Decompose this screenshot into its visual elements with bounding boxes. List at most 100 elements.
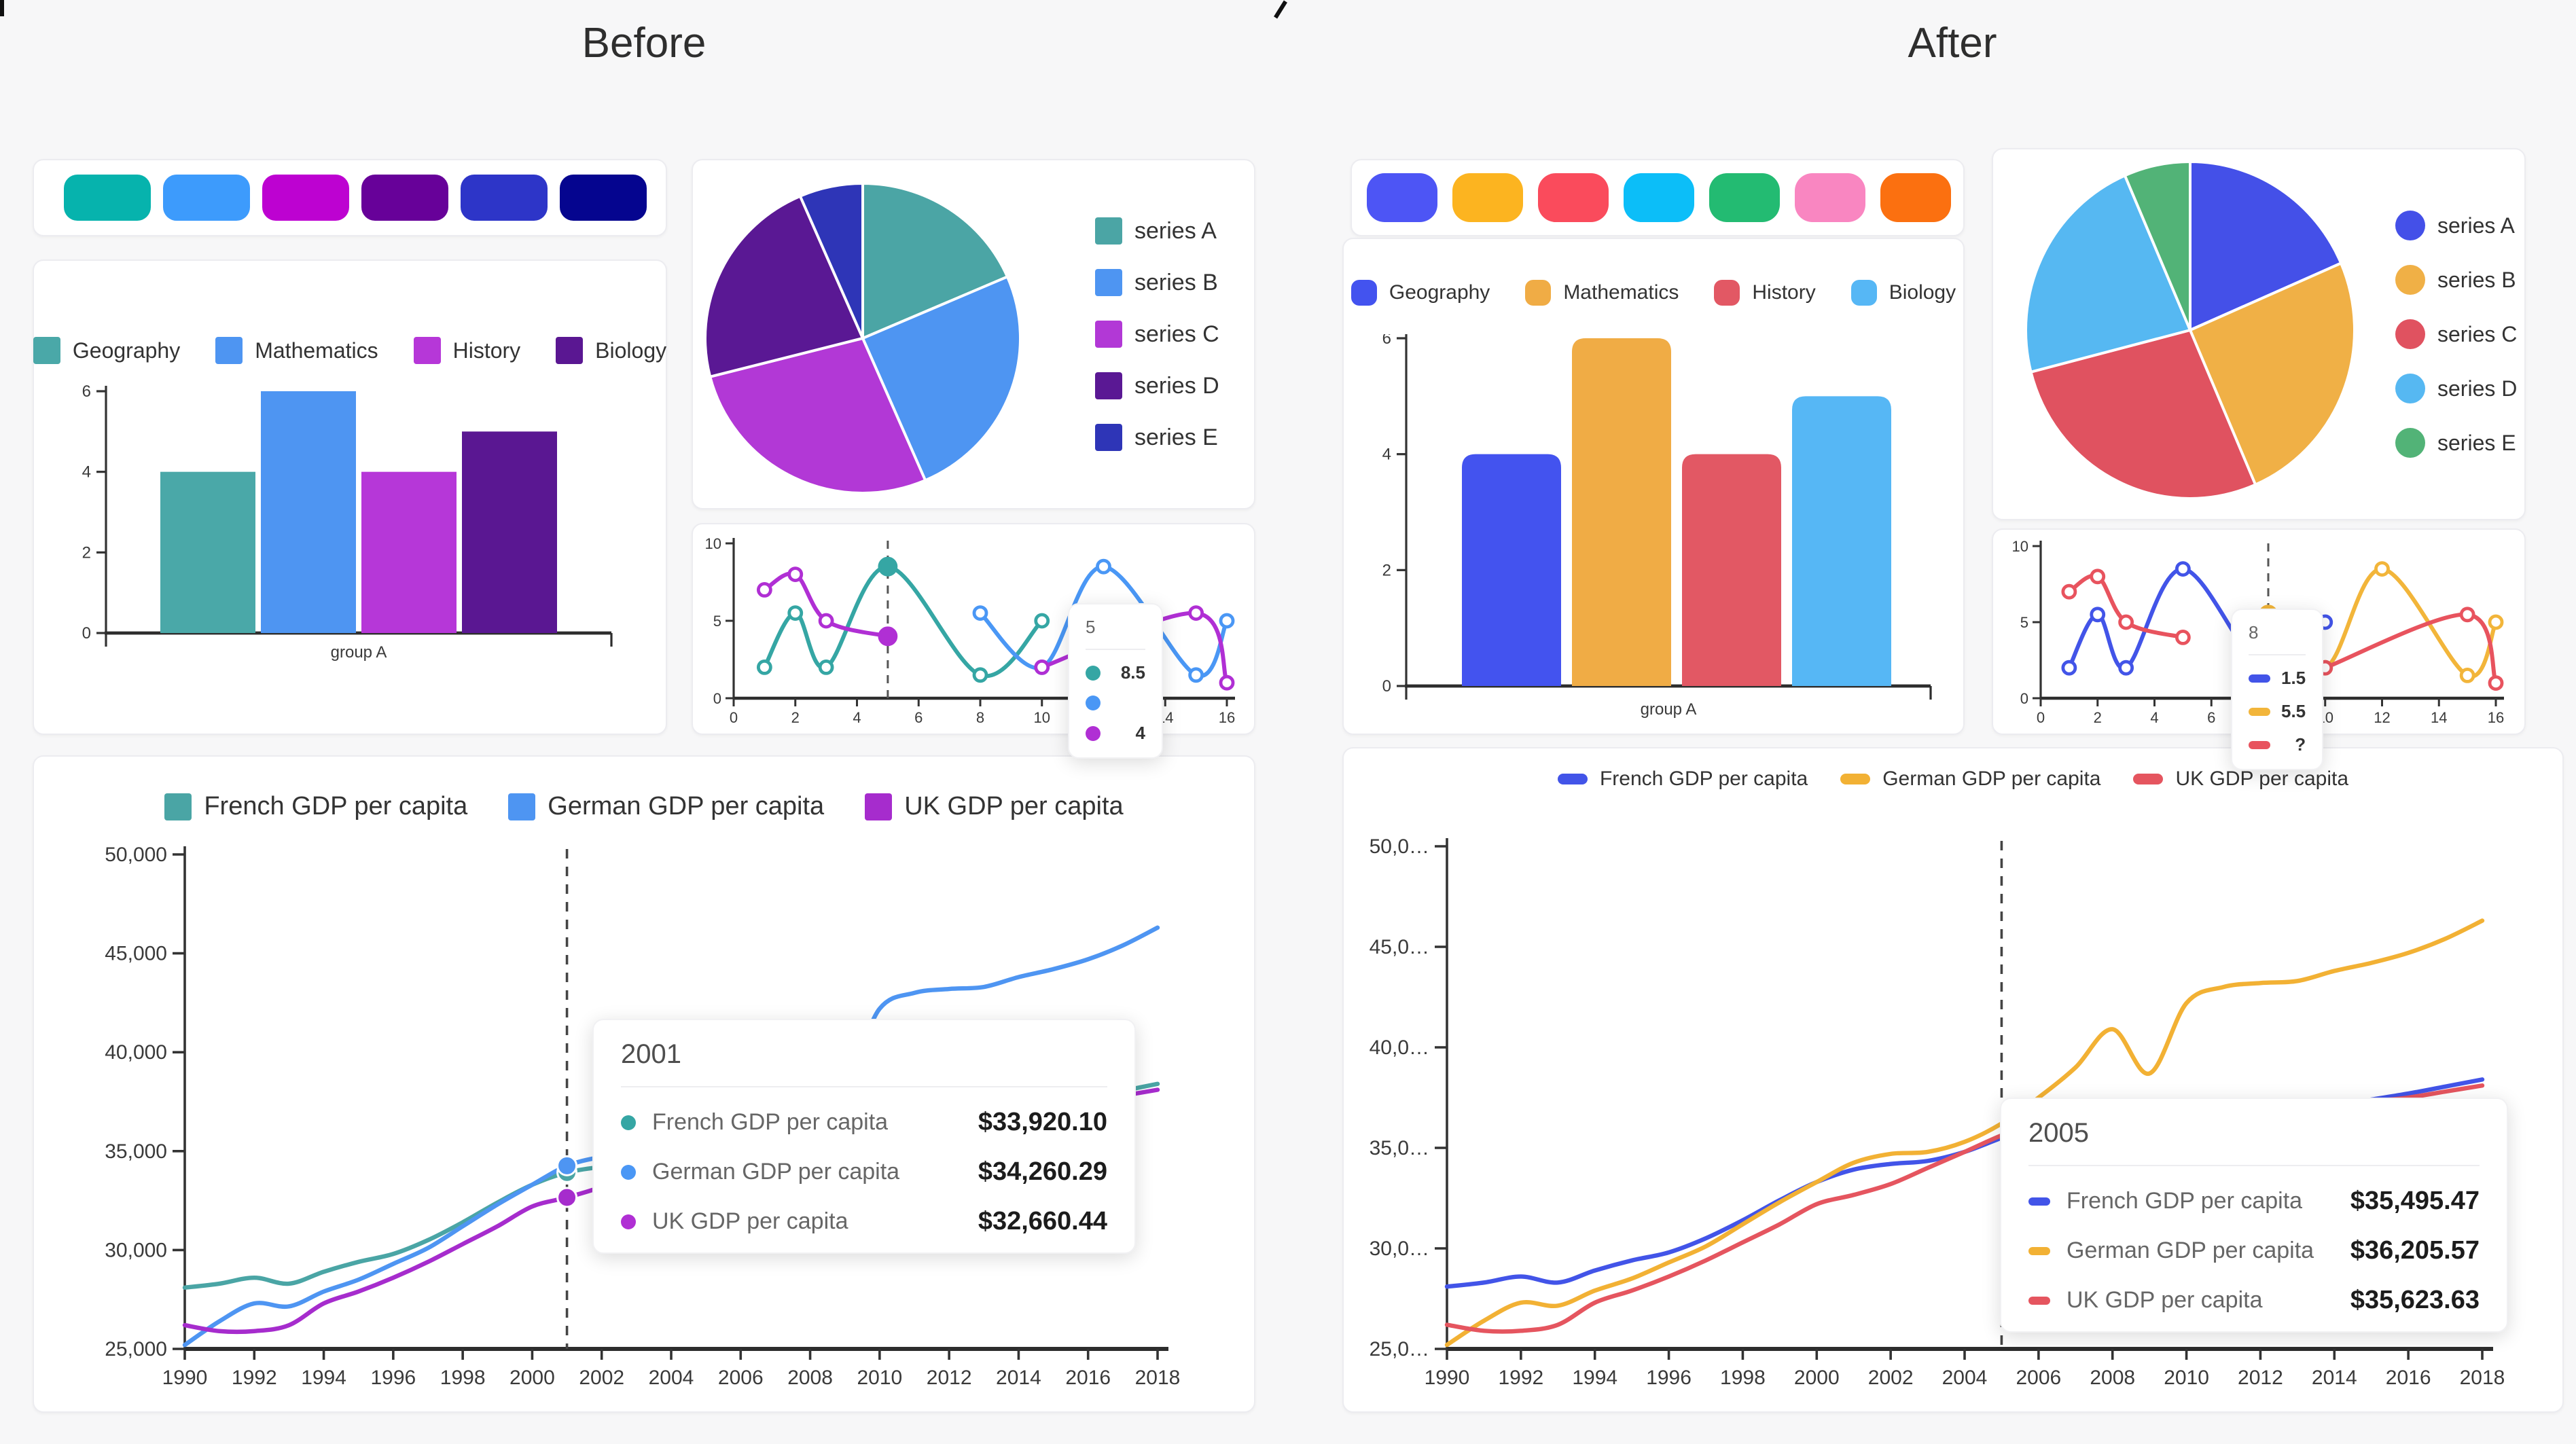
- circle-legend-swatch-icon: [2395, 428, 2425, 458]
- svg-text:14: 14: [2431, 709, 2447, 726]
- legend-item[interactable]: Geography: [1350, 280, 1490, 306]
- circle-tooltip-marker-icon: [621, 1115, 636, 1130]
- after-line-chart-card: 05100246810121416 81.55.5?: [1992, 528, 2527, 770]
- before-gdp-chart-card: French GDP per capita German GDP per capi…: [33, 755, 1255, 1413]
- legend-label: series D: [1134, 372, 1219, 399]
- svg-text:1992: 1992: [1498, 1367, 1543, 1389]
- legend-item[interactable]: Biology: [1850, 280, 1956, 306]
- pie-slice-series E[interactable]: [2123, 160, 2192, 331]
- before-bar-chart[interactable]: 0 2 4 6 group A: [34, 380, 668, 736]
- after-bar-chart[interactable]: 0 2 4 6 group A: [1344, 334, 1966, 736]
- pie-slice-series E[interactable]: [798, 182, 864, 340]
- bar-Mathematics[interactable]: [1572, 338, 1671, 686]
- legend-item[interactable]: series B: [1095, 269, 1219, 296]
- after-pie-chart[interactable]: [1993, 149, 2365, 519]
- tooltip-row: 5.5: [2249, 701, 2306, 722]
- legend-item[interactable]: UK GDP per capita: [2133, 768, 2348, 791]
- legend-item[interactable]: series C: [2395, 319, 2517, 349]
- rounded-legend-swatch-icon: [1350, 280, 1377, 306]
- tooltip-row: UK GDP per capita $35,623.63: [2028, 1286, 2480, 1315]
- svg-text:0: 0: [82, 624, 91, 643]
- legend-item[interactable]: French GDP per capita: [164, 792, 467, 821]
- screen-artifact-top-left: [0, 0, 4, 16]
- palette-swatch: [1709, 173, 1780, 222]
- bar-Geography[interactable]: [1462, 454, 1561, 686]
- legend-label: series D: [2437, 376, 2518, 401]
- legend-item[interactable]: History: [413, 337, 520, 364]
- bar-History[interactable]: [1682, 454, 1781, 686]
- palette-swatch: [461, 175, 548, 221]
- after-palette-swatches: [1352, 160, 1963, 235]
- square-legend-swatch-icon: [1095, 424, 1122, 451]
- before-line-chart[interactable]: 05100246810121416: [693, 524, 1257, 736]
- legend-item[interactable]: series B: [2395, 265, 2517, 295]
- legend-item[interactable]: History: [1714, 280, 1816, 306]
- pie-slice-series A[interactable]: [2189, 160, 2343, 331]
- legend-item[interactable]: series D: [1095, 372, 1219, 399]
- pie-slice-series B[interactable]: [2189, 261, 2356, 486]
- legend-item[interactable]: series A: [1095, 217, 1219, 245]
- pie-slice-series A[interactable]: [861, 182, 1009, 340]
- legend-item[interactable]: UK GDP per capita: [865, 792, 1124, 821]
- after-bar-legend: Geography Mathematics History Biology: [1344, 280, 1963, 306]
- svg-text:0: 0: [713, 690, 721, 707]
- pie-slice-series D[interactable]: [704, 194, 864, 378]
- legend-item[interactable]: French GDP per capita: [1557, 768, 1808, 791]
- before-title: Before: [582, 20, 706, 67]
- svg-text:2012: 2012: [927, 1367, 972, 1389]
- legend-item[interactable]: series E: [2395, 428, 2517, 458]
- before-palette-card: [33, 159, 667, 236]
- svg-text:2018: 2018: [1135, 1367, 1181, 1389]
- legend-item[interactable]: German GDP per capita: [508, 792, 824, 821]
- svg-text:8: 8: [976, 709, 984, 726]
- before-pie-chart[interactable]: [693, 160, 1033, 508]
- svg-text:1998: 1998: [1720, 1367, 1766, 1389]
- svg-text:group A: group A: [331, 643, 387, 662]
- bar-Biology[interactable]: [462, 431, 557, 633]
- after-pie-chart-card: series A series B series C series D series E: [1992, 148, 2526, 520]
- after-pie-legend: series A series B series C series D series E: [2395, 211, 2517, 458]
- legend-item[interactable]: series E: [1095, 424, 1219, 451]
- tooltip-header: 2005: [2028, 1118, 2480, 1166]
- svg-text:25,000: 25,000: [105, 1338, 167, 1360]
- legend-item[interactable]: Mathematics: [215, 337, 378, 364]
- before-pie-legend: series A series B series C series D series E: [1095, 217, 1219, 451]
- svg-text:2: 2: [2094, 709, 2102, 726]
- legend-item[interactable]: series D: [2395, 374, 2517, 403]
- circle-legend-swatch-icon: [2395, 211, 2425, 240]
- after-line-tooltip: 8 1.5 5.5?: [2231, 609, 2324, 770]
- circle-legend-swatch-icon: [2395, 265, 2425, 295]
- tooltip-row: French GDP per capita $35,495.47: [2028, 1187, 2480, 1216]
- tooltip-series-label: UK GDP per capita: [2067, 1287, 2263, 1313]
- legend-item[interactable]: Biology: [556, 337, 666, 364]
- legend-item[interactable]: German GDP per capita: [1840, 768, 2100, 791]
- after-gdp-chart[interactable]: 25,0… 30,0… 35,0… 40,0… 45,0… 50,0… 1990 1992 19…: [1344, 830, 2565, 1414]
- pie-slice-series C[interactable]: [2029, 329, 2257, 500]
- svg-text:2006: 2006: [2016, 1367, 2061, 1389]
- legend-item[interactable]: series A: [2395, 211, 2517, 240]
- after-line-chart[interactable]: 05100246810121416: [1993, 530, 2527, 736]
- svg-text:1996: 1996: [1646, 1367, 1692, 1389]
- svg-text:16: 16: [1219, 709, 1235, 726]
- bar-Geography[interactable]: [160, 471, 255, 633]
- svg-text:35,0…: 35,0…: [1370, 1137, 1429, 1159]
- svg-text:1994: 1994: [301, 1367, 346, 1389]
- legend-item[interactable]: Geography: [33, 337, 180, 364]
- bar-History[interactable]: [361, 471, 457, 633]
- tooltip-series-value: $33,920.10: [978, 1108, 1107, 1136]
- pie-slice-series C[interactable]: [709, 337, 927, 494]
- legend-label: series B: [1134, 269, 1218, 295]
- svg-text:6: 6: [1382, 334, 1391, 348]
- svg-text:2010: 2010: [2164, 1367, 2209, 1389]
- svg-text:2: 2: [82, 543, 91, 562]
- legend-item[interactable]: Mathematics: [1525, 280, 1679, 306]
- bar-Biology[interactable]: [1792, 396, 1891, 686]
- palette-swatch: [163, 175, 250, 221]
- svg-text:2004: 2004: [1942, 1367, 1988, 1389]
- bar-Mathematics[interactable]: [261, 391, 356, 633]
- svg-text:group A: group A: [1641, 700, 1697, 719]
- pie-slice-series D[interactable]: [2024, 174, 2192, 374]
- legend-item[interactable]: series C: [1095, 321, 1219, 348]
- pie-slice-series B[interactable]: [861, 275, 1022, 482]
- dash-legend-swatch-icon: [1557, 774, 1588, 784]
